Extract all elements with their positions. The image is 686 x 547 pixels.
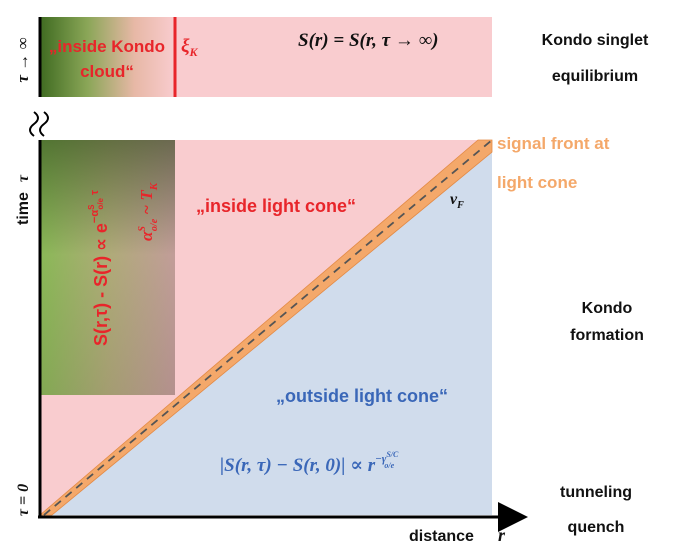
axis-break-icon — [29, 111, 49, 137]
top-kondo-cloud-region — [40, 17, 175, 97]
y-axis-label: timeτ — [15, 174, 32, 225]
signal-front-line1: signal front at — [497, 134, 610, 153]
stage-formation-line2: formation — [570, 327, 644, 344]
outside-light-cone-label: „outside light cone“ — [276, 386, 448, 406]
main-kondo-cloud-shading — [40, 140, 175, 395]
equilibrium-equation: S(r) = S(r, τ → ∞) — [298, 30, 439, 51]
cloud-label-line2: cloud“ — [80, 62, 134, 81]
stage-quench-line2: quench — [568, 519, 625, 536]
stage-equilibrium-line2: equilibrium — [552, 68, 638, 85]
alpha-tk-relation: αSo/e ~ TK — [137, 182, 160, 241]
cloud-label-line1: „inside Kondo — [49, 37, 165, 56]
x-axis-label: distance — [409, 528, 474, 545]
inside-cloud-relation: S(r,τ) - S(r) ∝ e−αSo/e τ — [87, 190, 111, 346]
y-axis-origin-label: τ = 0 — [15, 484, 32, 516]
inside-light-cone-label: „inside light cone“ — [196, 196, 356, 216]
outside-relation: |S(r, τ) − S(r, 0)| ∝ r−γS/C o/e — [220, 450, 399, 476]
x-axis-variable: r — [498, 525, 506, 545]
xi-k-label: ξK — [181, 36, 199, 59]
signal-front-line2: light cone — [497, 173, 577, 192]
stage-equilibrium-line1: Kondo singlet — [542, 32, 649, 49]
stage-formation-line1: Kondo — [582, 300, 633, 317]
axis-label-tau-infinity: τ → ∞ — [13, 37, 32, 82]
vf-label: vF — [450, 191, 464, 211]
stage-quench-line1: tunneling — [560, 484, 632, 501]
